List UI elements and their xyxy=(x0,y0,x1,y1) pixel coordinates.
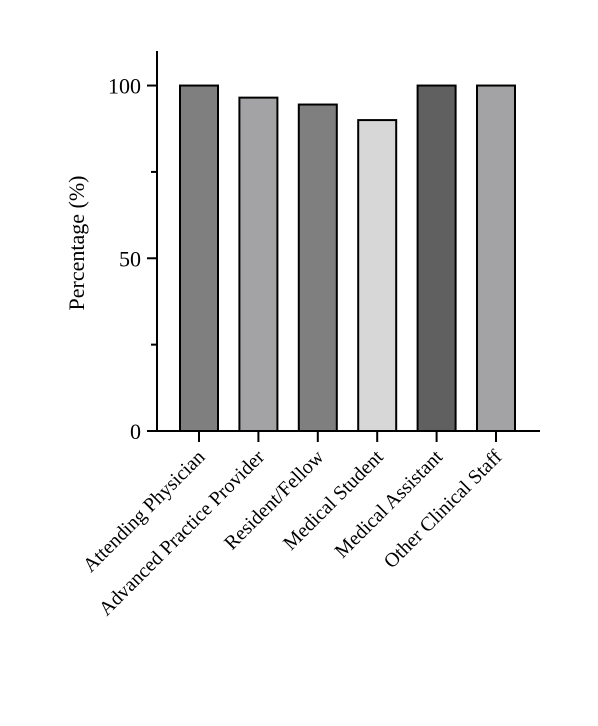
x-axis xyxy=(157,430,540,442)
x-tick-label: Medical Assistant xyxy=(331,446,448,563)
y-tick-label: 50 xyxy=(119,246,141,271)
bar xyxy=(297,103,338,433)
y-axis: 0 50 100 xyxy=(108,51,158,444)
bar xyxy=(238,96,279,433)
bar xyxy=(357,119,398,432)
bar xyxy=(179,84,219,433)
bars xyxy=(179,84,516,433)
bar xyxy=(476,84,516,433)
y-axis-title: Percentage (%) xyxy=(64,176,89,311)
y-tick-label: 100 xyxy=(108,74,141,99)
y-tick-label: 0 xyxy=(130,419,141,444)
bar xyxy=(416,84,457,433)
